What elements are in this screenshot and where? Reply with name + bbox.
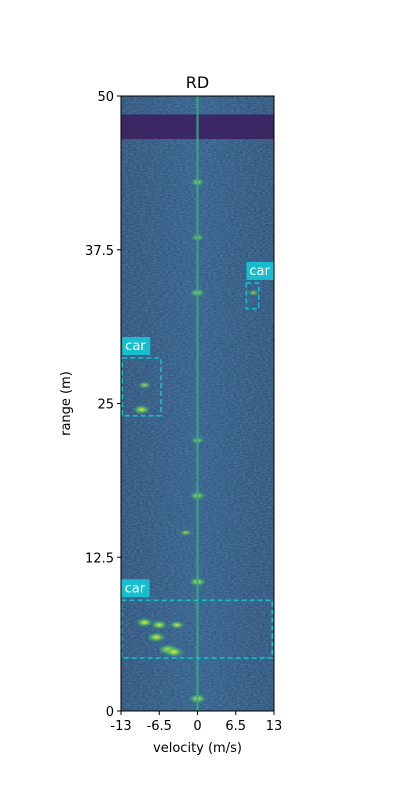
x-tick-label: 13 [266,719,283,734]
heatmap-hotspot [178,529,193,537]
y-tick-label: 12.5 [85,551,114,566]
heatmap-hotspot [246,289,260,297]
x-tick-label: 6.5 [225,719,246,734]
heatmap-hotspot [132,404,151,415]
heatmap-hotspot [163,646,185,658]
heatmap-hotspot [150,620,169,630]
detection-box [121,357,162,417]
y-tick-label: 50 [97,90,114,105]
detection-box [245,282,260,310]
detection-boxes [121,282,274,659]
heatmap-hotspots [132,178,260,704]
y-tick-label: 25 [97,398,114,413]
detection-box-label: car [249,264,270,279]
x-axis-ticks: -13 -6.5 0 6.5 13 [110,711,282,734]
y-tick-label: 0 [106,705,114,720]
y-tick-label: 37.5 [85,244,114,259]
y-axis-label: range (m) [59,371,74,436]
detection-box-label-bg [121,579,150,598]
detection-box-labels: car car car [121,261,275,598]
x-tick-label: -6.5 [147,719,172,734]
heatmap-hotspot [146,631,167,643]
heatmap-hotspot [135,617,154,628]
detection-box-label-bg [122,336,151,355]
x-tick-label: -13 [110,719,131,734]
detection-box [121,599,274,659]
detection-box-label: car [125,581,146,596]
plot-area [121,96,274,711]
chart-title: RD [186,73,209,92]
detection-box-label-bg [246,261,275,280]
heatmap-hotspot [137,381,152,389]
x-tick-label: 0 [193,719,201,734]
heatmap-hotspot [168,620,186,630]
y-axis-ticks: 0 12.5 25 37.5 50 [85,90,121,720]
detection-box-label: car [125,339,146,354]
x-axis-label: velocity (m/s) [153,741,242,756]
